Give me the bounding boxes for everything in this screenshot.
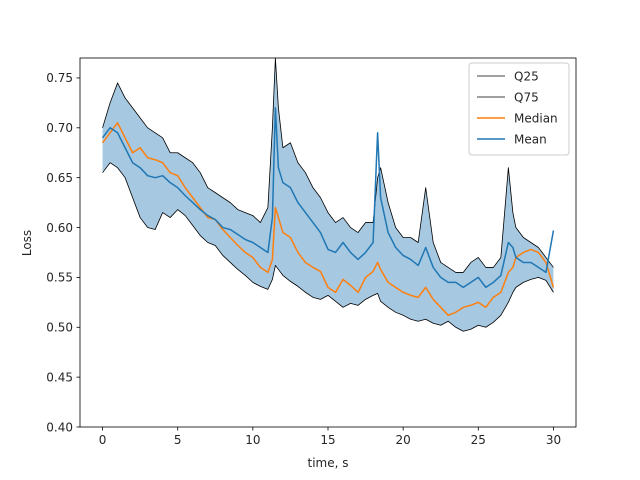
legend-label-q75: Q75: [514, 91, 539, 105]
x-axis-label: time, s: [308, 456, 349, 470]
plot-area: [101, 58, 555, 332]
legend-box: [468, 62, 570, 156]
y-tick-label: 0.75: [46, 71, 73, 85]
y-tick-label: 0.60: [46, 221, 73, 235]
legend: Q25 Q75 Median Mean: [468, 62, 570, 156]
legend-label-q25: Q25: [514, 70, 539, 84]
series-line-q75: [102, 58, 554, 273]
legend-label-mean: Mean: [514, 133, 547, 147]
y-axis-label: Loss: [20, 230, 34, 256]
x-tick-label: 25: [471, 433, 486, 447]
x-tick-label: 10: [245, 433, 260, 447]
y-tick-label: 0.45: [46, 370, 73, 384]
legend-label-median: Median: [514, 112, 558, 126]
x-tick-label: 5: [174, 433, 182, 447]
axes: 0 5 10 15 20 25 30 0.40 0.45 0.50 0.55 0.60 0.65 0.70…: [46, 57, 577, 447]
y-tick-label: 0.70: [46, 121, 73, 135]
y-tick-label: 0.55: [46, 271, 73, 285]
x-tick-label: 15: [320, 433, 335, 447]
series-line-median: [101, 122, 555, 317]
y-tick-label: 0.65: [46, 171, 73, 185]
x-tick-label: 0: [99, 433, 107, 447]
x-tick-label: 20: [396, 433, 411, 447]
x-tick-label: 30: [546, 433, 561, 447]
series-line-mean: [101, 107, 555, 289]
series-line-q25: [102, 162, 554, 332]
y-tick-label: 0.50: [46, 321, 73, 335]
quartile-band: [102, 58, 554, 332]
y-tick-label: 0.40: [46, 420, 73, 434]
